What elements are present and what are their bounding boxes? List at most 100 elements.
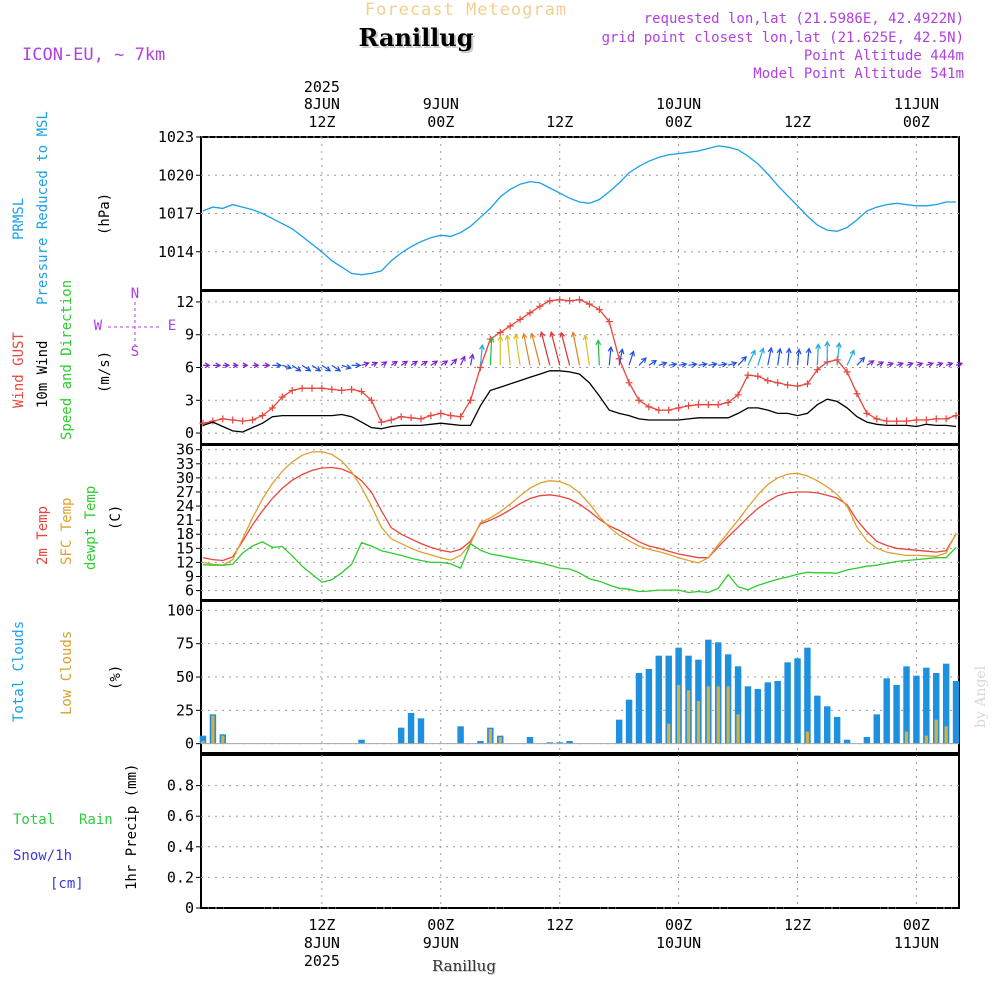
wind-arrow (597, 340, 600, 366)
total-cloud-bar (804, 647, 811, 744)
total-cloud-bar (843, 739, 851, 744)
y-tick-label: 0 (185, 735, 194, 753)
wind-arrow (550, 332, 561, 366)
total-cloud-bar (764, 682, 772, 744)
gust-marker (714, 401, 722, 409)
prmsl-line (202, 145, 956, 276)
wind-arrow (698, 363, 707, 366)
wind-arrow (668, 363, 677, 366)
gust-marker (645, 403, 653, 411)
y-tick-label: 1020 (158, 166, 194, 184)
low-cloud-bar (924, 735, 928, 744)
wind-arrow (727, 362, 737, 366)
total-cloud-bar (199, 735, 207, 744)
gust-marker (387, 416, 395, 424)
pressure-label-2: Pressure Reduced to MSL (35, 111, 51, 305)
wind-arrow (506, 335, 511, 366)
wind-arrow-head (618, 348, 625, 355)
wind-arrow (584, 335, 591, 366)
wind-arrow (331, 364, 341, 372)
low-cloud-bar (211, 715, 215, 744)
wind-arrow (658, 362, 667, 366)
10m-wind-line (202, 370, 957, 433)
wind-arrow (608, 347, 612, 366)
wind-arrow-head (849, 349, 855, 356)
wind-arrow-head (469, 353, 475, 360)
y-tick-label: 0.8 (167, 777, 194, 795)
gust-marker (358, 388, 366, 396)
wind-arrow (523, 333, 531, 366)
wind-arrow-head (691, 361, 698, 368)
wind-arrow-head (315, 366, 322, 372)
wind-arrow-head (504, 334, 511, 341)
total-cloud-bar (655, 655, 663, 744)
wind-arrow-head (629, 350, 636, 357)
top-hour-label: 12Z (546, 113, 573, 131)
wind-arrow (628, 351, 635, 366)
y-tick-label: 0.2 (167, 868, 194, 886)
y-tick-label: 1023 (158, 128, 194, 146)
gust-marker (922, 416, 930, 424)
gust-marker (615, 355, 623, 363)
total-cloud-bar (417, 718, 425, 744)
compass-n: N (131, 286, 139, 302)
wind-arrow (836, 343, 840, 366)
gust-marker (377, 418, 385, 426)
low-cloud-bar (221, 735, 225, 744)
total-cloud-bar (794, 658, 801, 744)
wind-arrow-head (721, 361, 728, 368)
total-cloud-bar (913, 675, 920, 744)
gust-marker (932, 415, 940, 423)
wind-arrow (560, 332, 571, 366)
wind-arrow (866, 360, 874, 366)
wind-arrow-head (295, 366, 302, 372)
wind-arrow (440, 360, 448, 366)
y-tick-label: 33 (176, 455, 194, 473)
gust-marker (209, 417, 217, 425)
total-cloud-bar (734, 666, 742, 744)
wind-arrow (846, 350, 855, 366)
wind-arrow-head (432, 360, 439, 366)
gust-marker (655, 406, 663, 414)
wind-arrow-head (335, 366, 342, 372)
precip-rain-label: Rain (79, 812, 113, 828)
gust-marker (348, 385, 356, 393)
gust-marker (595, 306, 603, 314)
gust-marker (704, 401, 712, 409)
y-tick-label: 75 (176, 635, 194, 653)
compass-w: W (94, 318, 103, 334)
low-cloud-bar (934, 719, 938, 744)
total-cloud-bar (407, 713, 415, 744)
top-date-label: 8JUN (304, 95, 340, 113)
panel-1: 0 3 6 9 12 (176, 290, 964, 445)
wind-arrow-head (391, 360, 398, 367)
forecast-title: Forecast Meteogram (365, 0, 567, 20)
panels: 1014101710201023036912691215182124273033… (158, 128, 964, 917)
temp-label: 2m Temp (35, 506, 51, 565)
gust-marker (853, 390, 861, 398)
total-cloud-bar (933, 673, 940, 744)
cloud-label-group: Total Clouds Low Clouds (%) (11, 621, 124, 722)
y-tick-label: 6 (185, 582, 194, 600)
y-tick-label: 30 (176, 469, 194, 487)
wind-arrow-head (671, 361, 678, 368)
wind-arrow (747, 350, 756, 366)
snow-unit-label: [cm] (50, 876, 84, 892)
wind-arrow-head (759, 347, 765, 354)
wind-arrow (856, 357, 865, 366)
panel-3: 0 25 50 75 100 (167, 600, 960, 754)
wind-arrow-head (442, 360, 449, 366)
wind-arrow-head (371, 361, 379, 368)
bottom-year-label: 2025 (304, 952, 340, 970)
wind-arrow-head (878, 361, 885, 367)
wind-arrow-head (253, 362, 260, 369)
panel-4: 0 0.2 0.4 0.6 0.8 (167, 754, 960, 917)
top-hour-label: 12Z (784, 113, 811, 131)
gust-marker (338, 386, 346, 394)
model-label: ICON-EU, ~ 7km (22, 45, 165, 65)
wind-arrow (718, 363, 727, 366)
y-tick-label: 18 (176, 525, 194, 543)
gust-marker (813, 366, 821, 374)
wind-arrow (648, 360, 657, 366)
